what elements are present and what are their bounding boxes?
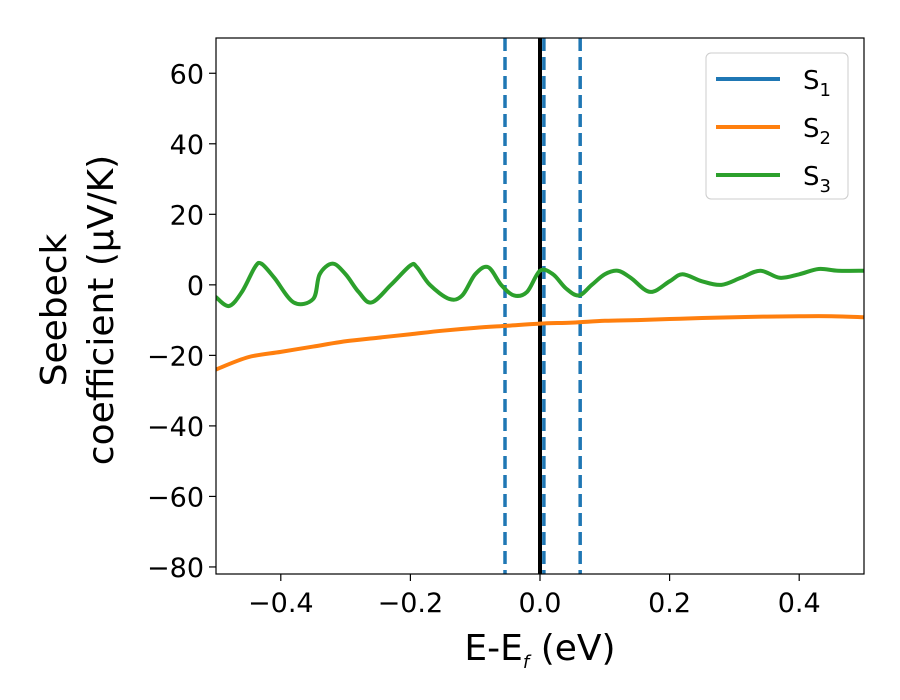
y-axis-label-line2: coefficient (μV/K) (81, 155, 122, 465)
series-line-s3 (216, 260, 864, 309)
series-line-s2 (216, 314, 864, 372)
y-axis-ticks: 60 40 20 0 −20 −40 −60 −80 (147, 59, 216, 584)
y-tick-label: 20 (170, 200, 204, 231)
legend-label-s3: S3 (803, 162, 831, 197)
legend: S1 S2 S3 (705, 52, 849, 200)
x-tick-label: 0.2 (648, 588, 691, 619)
y-tick-label: 40 (170, 130, 204, 161)
vertical-lines (503, 38, 582, 574)
y-tick-label: −60 (147, 482, 204, 513)
legend-label-s2: S2 (803, 114, 831, 149)
x-tick-label: 0.0 (519, 588, 562, 619)
x-tick-label: 0.4 (778, 588, 821, 619)
x-axis-ticks: −0.4 −0.2 0.0 0.2 0.4 (248, 574, 821, 619)
y-tick-label: −40 (147, 412, 204, 443)
x-tick-label: −0.2 (378, 588, 444, 619)
y-tick-label: −80 (147, 553, 204, 584)
y-tick-label: −20 (147, 341, 204, 372)
y-tick-label: 0 (187, 271, 204, 302)
x-tick-label: −0.4 (248, 588, 314, 619)
legend-label-s1: S1 (803, 66, 831, 101)
y-axis-label-line1: Seebeck (34, 233, 75, 386)
x-axis-label: E-Ef (eV) (464, 628, 615, 673)
y-tick-label: 60 (170, 59, 204, 90)
series-lines (216, 260, 864, 372)
